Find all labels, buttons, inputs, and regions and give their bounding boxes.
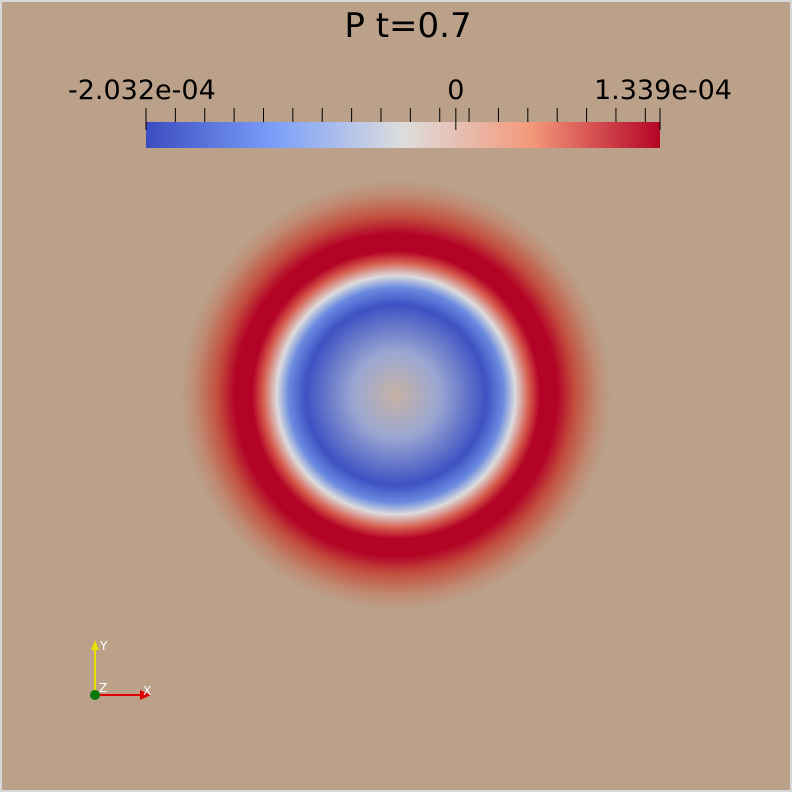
tick-label: 0 xyxy=(447,75,464,106)
y-label: Y xyxy=(99,639,108,653)
tick-label: -2.032e-04 xyxy=(68,75,216,106)
z-label: Z xyxy=(99,681,107,695)
color-bar xyxy=(146,122,660,148)
y-arrow xyxy=(91,640,99,650)
title: P t=0.7 xyxy=(344,6,471,46)
orientation-axes: Y X Z xyxy=(90,639,151,700)
tick-label: 1.339e-04 xyxy=(594,75,732,106)
x-label: X xyxy=(143,684,151,698)
z-axis xyxy=(90,690,100,700)
color-bar-ticks: -2.032e-04 0 1.339e-04 xyxy=(68,75,732,130)
scalar-field xyxy=(181,180,611,610)
x-arrow xyxy=(140,690,151,700)
